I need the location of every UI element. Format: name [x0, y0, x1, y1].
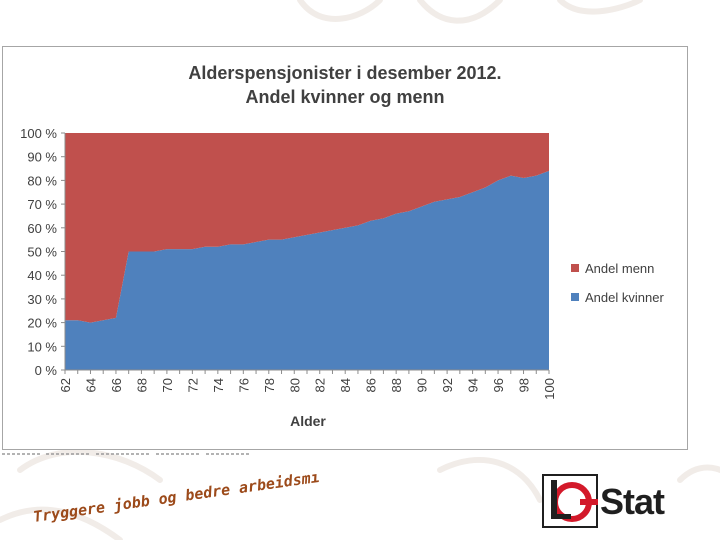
slogan-text: Tryggere jobb og bedre arbeidsmiljø! [32, 474, 320, 526]
x-tick-label: 82 [313, 378, 328, 392]
y-tick-label: 100 % [20, 126, 57, 141]
legend-swatch-andel-menn [571, 264, 579, 272]
x-tick-label: 78 [262, 378, 277, 392]
x-tick-label: 94 [466, 378, 481, 392]
y-tick-label: 40 % [27, 268, 57, 283]
y-tick-label: 90 % [27, 150, 57, 165]
chart: Alderspensjonister i desember 2012. Ande… [20, 63, 664, 429]
y-tick-label: 0 % [35, 363, 58, 378]
legend-swatch-andel-kvinner [571, 293, 579, 301]
area-andel-menn [65, 133, 549, 323]
x-tick-label: 92 [440, 378, 455, 392]
legend: Andel menn Andel kvinner [571, 261, 664, 305]
chart-title-line-1: Alderspensjonister i desember 2012. [188, 63, 501, 83]
slogan: Tryggere jobb og bedre arbeidsmiljø! [32, 474, 320, 526]
legend-label-andel-menn: Andel menn [585, 261, 654, 276]
x-tick-label: 84 [338, 378, 353, 392]
y-tick-label: 30 % [27, 292, 57, 307]
x-tick-label: 88 [389, 378, 404, 392]
x-tick-label: 96 [491, 378, 506, 392]
x-tick-label: 76 [236, 378, 251, 392]
x-tick-label: 66 [109, 378, 124, 392]
x-tick-label: 90 [415, 378, 430, 392]
logo-text: Stat [600, 481, 665, 522]
x-tick-label: 86 [364, 378, 379, 392]
y-tick-label: 10 % [27, 339, 57, 354]
x-tick-label: 98 [517, 378, 532, 392]
x-axis: 62 64 66 68 70 72 74 76 78 80 82 84 86 88 90 92 94 96 98 10… [58, 369, 557, 400]
area-andel-kvinner [65, 170, 549, 370]
plot-area [65, 133, 549, 370]
y-tick-label: 20 % [27, 316, 57, 331]
x-tick-label: 74 [211, 378, 226, 392]
lo-stat-logo [542, 474, 598, 528]
x-tick-label: 68 [134, 378, 149, 392]
x-tick-label: 80 [287, 378, 302, 392]
legend-label-andel-kvinner: Andel kvinner [585, 290, 664, 305]
y-tick-label: 50 % [27, 245, 57, 260]
x-axis-label: Alder [290, 413, 326, 429]
source-note [2, 453, 250, 455]
chart-frame: Alderspensjonister i desember 2012. Ande… [2, 46, 688, 450]
x-tick-label: 100 [542, 378, 557, 400]
x-tick-label: 70 [160, 378, 175, 392]
y-tick-label: 70 % [27, 197, 57, 212]
x-tick-label: 64 [83, 378, 98, 392]
y-tick-label: 80 % [27, 173, 57, 188]
x-tick-label: 62 [58, 378, 73, 392]
y-tick-label: 60 % [27, 221, 57, 236]
x-tick-label: 72 [185, 378, 200, 392]
chart-title-line-2: Andel kvinner og menn [245, 87, 444, 107]
y-axis: 0 % 10 % 20 % 30 % 40 % 50 % 60 % 70 % 80 % 90 % 1… [20, 126, 66, 378]
